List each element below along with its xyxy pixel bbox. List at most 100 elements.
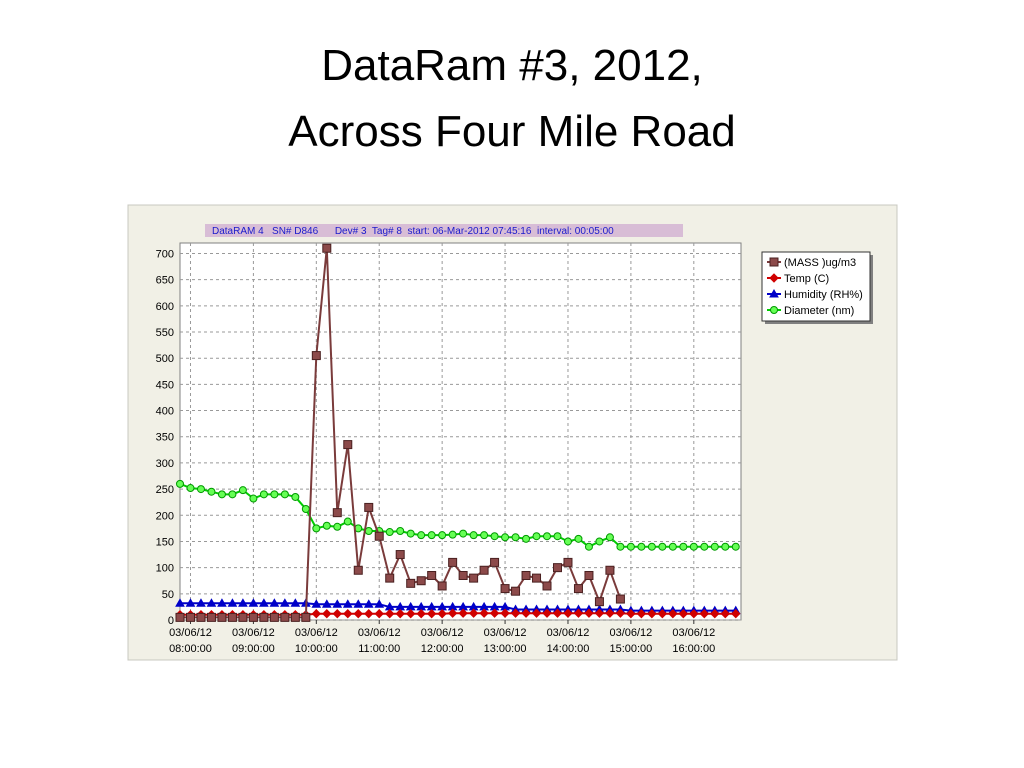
marker [637, 542, 646, 551]
marker [458, 608, 468, 618]
marker [510, 608, 521, 618]
marker [311, 599, 322, 608]
marker [238, 598, 248, 607]
marker [615, 608, 626, 618]
marker [605, 533, 614, 542]
marker [447, 608, 458, 618]
y-tick-label: 0 [168, 615, 174, 627]
marker [343, 440, 353, 450]
marker [700, 542, 709, 551]
x-tick-label: 09:00:00 [232, 643, 275, 655]
marker [196, 612, 206, 622]
series-layer [175, 243, 741, 622]
marker [311, 351, 321, 361]
marker [259, 612, 269, 622]
marker [312, 524, 321, 533]
y-tick-label: 350 [156, 432, 174, 444]
marker [769, 288, 779, 298]
marker [395, 609, 405, 619]
header-bar [205, 224, 683, 237]
x-tick-label: 12:00:00 [421, 643, 464, 655]
marker [416, 576, 426, 586]
marker [269, 612, 279, 622]
x-tick-label: 10:00:00 [295, 643, 338, 655]
legend-label: Humidity (RH%) [784, 289, 863, 301]
marker [364, 502, 374, 512]
marker [248, 598, 259, 607]
marker [417, 531, 426, 540]
marker [584, 542, 593, 551]
marker [364, 526, 373, 535]
header-text: DataRAM 4 SN# D846 Dev# 3 Tag# 8 start: … [212, 226, 614, 237]
marker [438, 531, 447, 540]
x-tick-label: 13:00:00 [484, 643, 527, 655]
marker [332, 599, 343, 608]
marker [532, 532, 541, 541]
x-tick-label: 03/06/12 [609, 627, 652, 639]
marker [468, 608, 479, 618]
marker [353, 565, 363, 575]
marker [343, 517, 352, 526]
marker [185, 598, 196, 607]
legend-label: Diameter (nm) [784, 305, 854, 317]
marker [769, 273, 779, 283]
marker [500, 608, 510, 618]
marker [521, 570, 531, 580]
marker [185, 612, 195, 622]
marker [647, 609, 657, 619]
y-tick-label: 100 [156, 563, 174, 575]
y-tick-label: 250 [156, 484, 174, 496]
marker [531, 608, 542, 618]
x-tick-label: 03/06/12 [484, 627, 527, 639]
marker [227, 598, 238, 607]
marker [710, 609, 720, 619]
legend-label: (MASS )ug/m3 [784, 257, 856, 269]
marker [480, 531, 489, 540]
marker [238, 612, 248, 622]
marker [720, 609, 730, 619]
marker [206, 612, 216, 622]
marker [563, 608, 573, 618]
marker [228, 490, 237, 499]
marker [678, 609, 689, 619]
marker [658, 542, 667, 551]
marker [385, 573, 395, 583]
marker [279, 598, 290, 607]
marker [594, 597, 604, 607]
marker [532, 573, 542, 583]
marker [353, 609, 363, 619]
marker [196, 598, 206, 607]
marker [479, 608, 489, 618]
marker [175, 612, 185, 622]
marker [385, 609, 395, 619]
x-tick-label: 03/06/12 [358, 627, 401, 639]
marker [511, 533, 520, 542]
marker [490, 557, 500, 567]
marker [427, 570, 437, 580]
marker [626, 609, 636, 619]
marker [595, 537, 604, 546]
marker [552, 608, 563, 618]
marker [322, 243, 332, 253]
marker [668, 542, 677, 551]
marker [721, 542, 730, 551]
marker [636, 609, 647, 619]
marker [626, 542, 635, 551]
marker [594, 608, 605, 618]
marker [259, 490, 268, 499]
marker [217, 598, 227, 607]
x-tick-label: 03/06/12 [295, 627, 338, 639]
marker [689, 609, 699, 619]
marker [437, 581, 447, 591]
marker [416, 609, 426, 619]
marker [196, 485, 205, 494]
marker [668, 609, 678, 619]
marker [186, 484, 195, 493]
x-tick-label: 16:00:00 [672, 643, 715, 655]
slide-title: Across Four Mile Road [288, 107, 735, 156]
marker [207, 487, 216, 496]
marker [291, 492, 300, 501]
marker [437, 609, 447, 619]
grid: 0 50 100 150 200 250 300 350 400 450 500 550 600 650 7… [156, 243, 741, 655]
x-tick-label: 03/06/12 [547, 627, 590, 639]
